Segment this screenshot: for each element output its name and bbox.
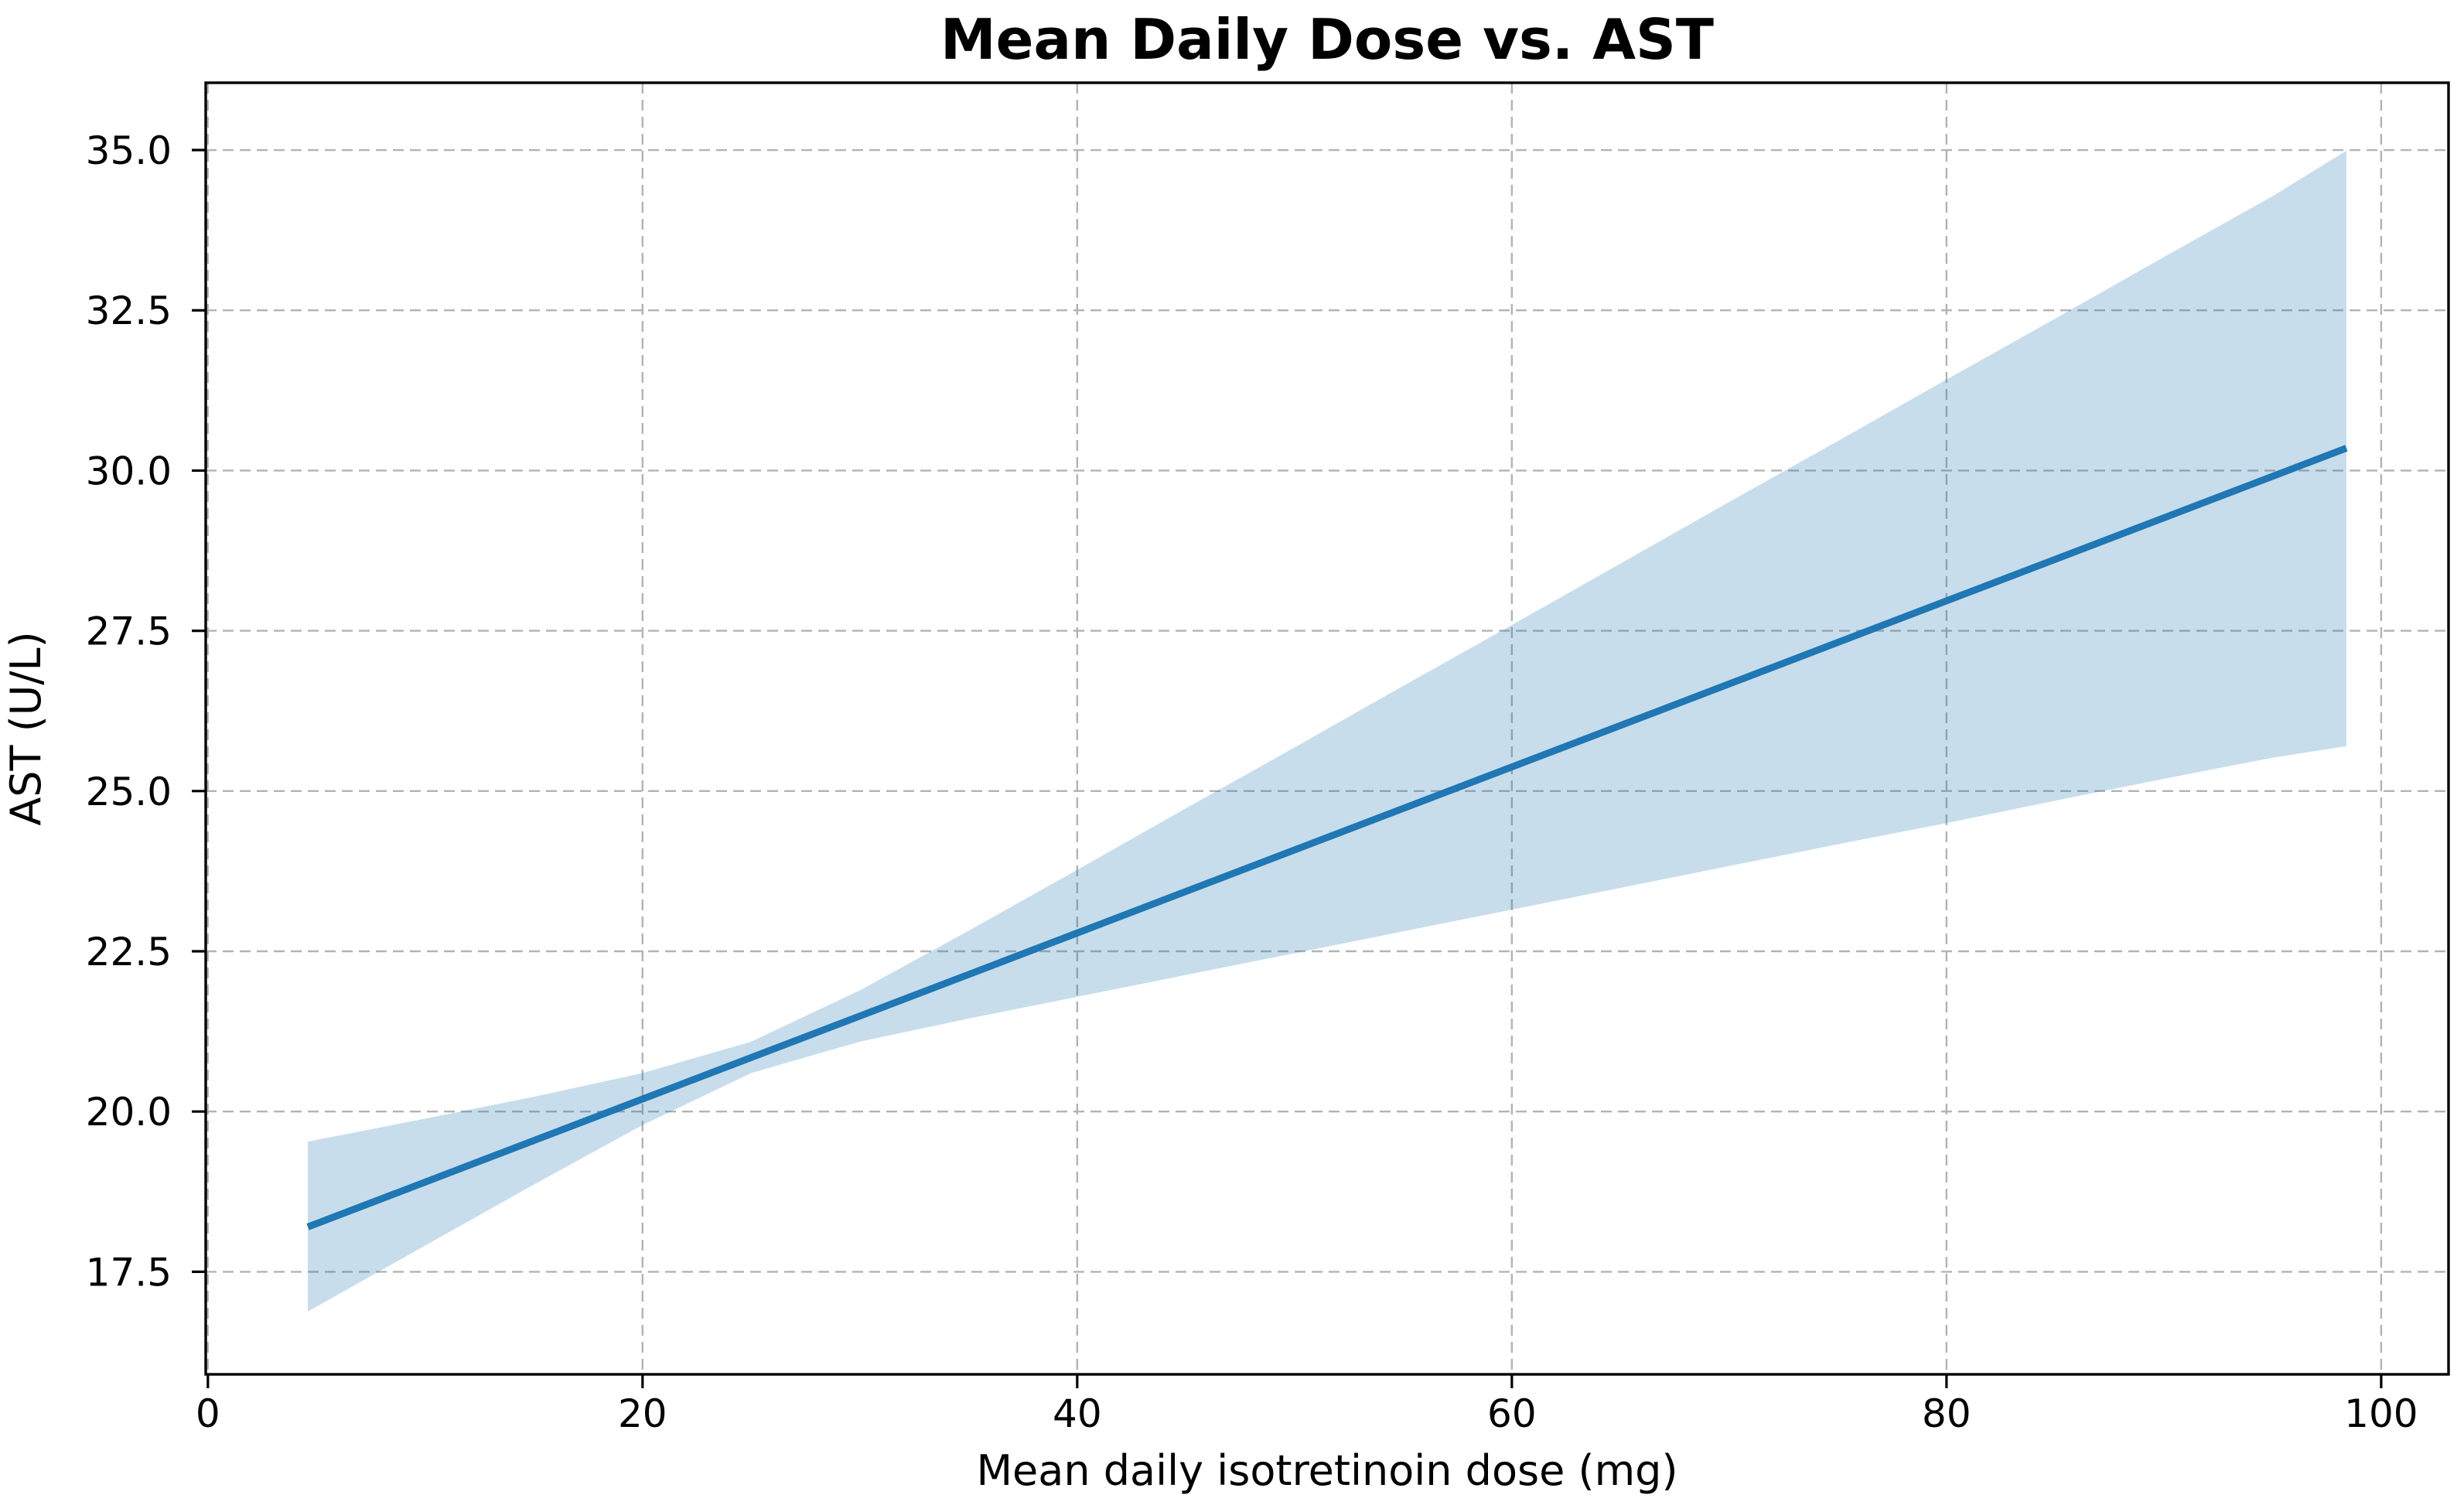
confidence-band [308, 150, 2346, 1312]
y-axis-label: AST (U/L) [2, 631, 50, 825]
plot-area: 0 20 40 60 80 100 17.5 20.0 22.5 25.0 27.5 30.0 32.… [86, 81, 2450, 1436]
y-tick-label: 25.0 [86, 770, 172, 814]
y-tick-label: 27.5 [86, 609, 172, 654]
regression-line [306, 445, 2348, 1230]
x-tick-label: 40 [1053, 1391, 1102, 1436]
x-tick-label: 80 [1922, 1391, 1971, 1436]
y-tick-label: 17.5 [86, 1250, 172, 1295]
y-tick-label: 32.5 [86, 288, 172, 333]
chart-title: Mean Daily Dose vs. AST [940, 7, 1714, 72]
gridlines [206, 83, 2449, 1374]
y-tick-labels: 17.5 20.0 22.5 25.0 27.5 30.0 32.5 35.0 [86, 128, 172, 1295]
x-tick-label: 60 [1487, 1391, 1537, 1436]
x-tick-labels: 0 20 40 60 80 100 [196, 1391, 2418, 1436]
x-tick-label: 100 [2344, 1391, 2418, 1436]
y-tick-label: 20.0 [86, 1090, 172, 1135]
y-tick-label: 22.5 [86, 930, 172, 974]
y-tick-label: 35.0 [86, 128, 172, 173]
axis-ticks [192, 148, 2383, 1388]
x-tick-label: 20 [618, 1391, 667, 1436]
y-tick-label: 30.0 [86, 449, 172, 493]
x-tick-label: 0 [196, 1391, 220, 1436]
x-axis-label: Mean daily isotretinoin dose (mg) [976, 1446, 1677, 1495]
plot-border [204, 81, 2450, 1376]
